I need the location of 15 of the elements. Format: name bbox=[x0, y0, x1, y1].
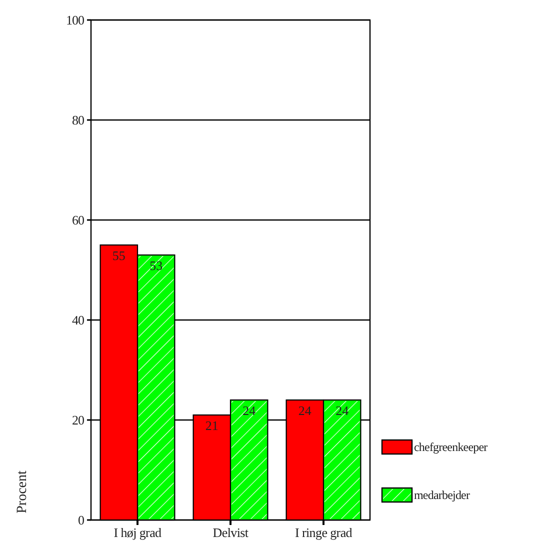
legend-label: chefgreenkeeper bbox=[414, 440, 488, 454]
y-tick-label: 80 bbox=[72, 112, 84, 128]
y-tick-label: 40 bbox=[72, 312, 84, 328]
y-tick-label: 100 bbox=[66, 12, 84, 28]
data-label: 24 bbox=[298, 403, 312, 418]
y-tick-label: 60 bbox=[72, 212, 84, 228]
y-tick-label: 20 bbox=[72, 412, 84, 428]
y-tick-label: 0 bbox=[78, 512, 84, 528]
y-axis-title: Procent bbox=[15, 470, 30, 514]
legend-label: medarbejder bbox=[414, 488, 470, 502]
x-tick-label: I høj grad bbox=[114, 525, 162, 540]
data-label: 55 bbox=[112, 248, 126, 263]
data-label: 21 bbox=[205, 418, 218, 433]
x-tick-label: I ringe grad bbox=[294, 525, 353, 540]
x-tick-label: Delvist bbox=[212, 525, 249, 540]
